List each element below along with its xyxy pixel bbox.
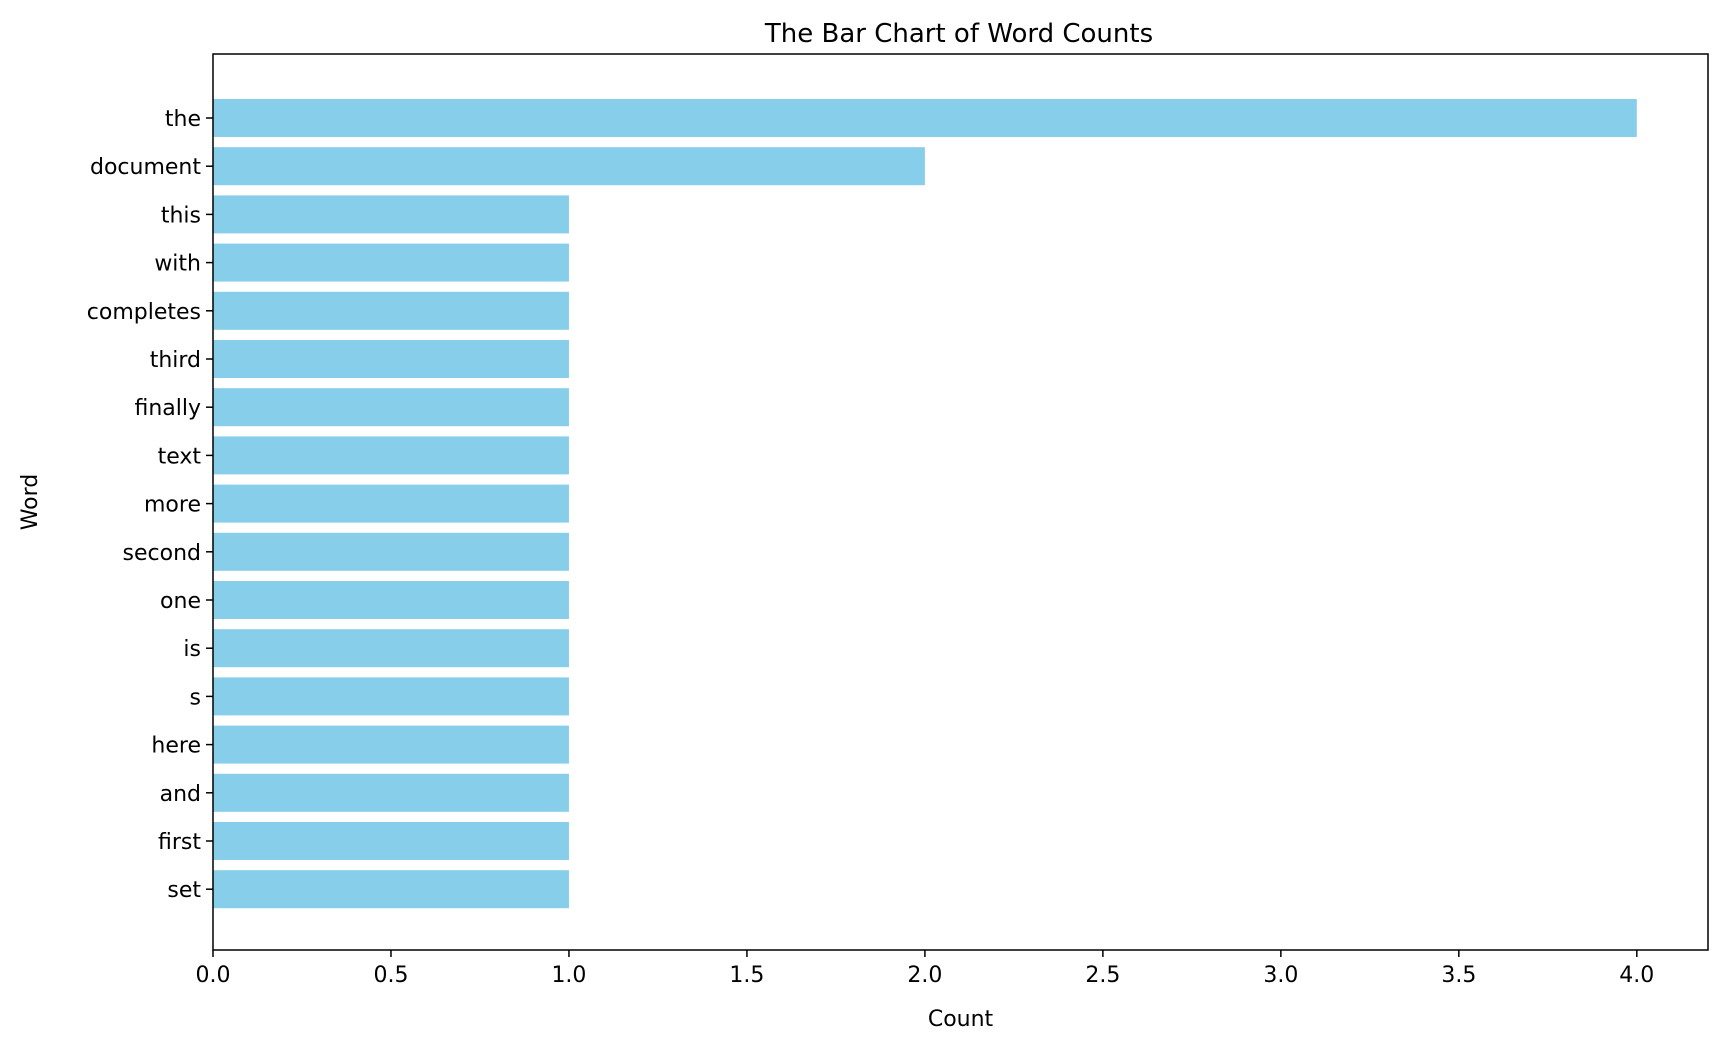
bar-completes — [213, 292, 569, 330]
x-tick-label: 2.5 — [1085, 963, 1120, 988]
y-tick-label-one: one — [160, 589, 201, 614]
x-tick-label: 0.0 — [196, 963, 231, 988]
bar-is — [213, 629, 569, 667]
y-tick-label-here: here — [151, 734, 201, 759]
bar-more — [213, 485, 569, 523]
y-tick-label-and: and — [160, 782, 201, 807]
y-tick-label-this: this — [161, 203, 201, 228]
bars-layer — [213, 99, 1637, 908]
y-tick-label-finally: finally — [134, 396, 201, 421]
x-tick-label: 2.0 — [907, 963, 942, 988]
bar-and — [213, 774, 569, 812]
y-axis-label: Word — [18, 474, 43, 531]
bar-first — [213, 822, 569, 860]
y-axis-ticks: the document this with completes third finally… — [87, 107, 213, 903]
bar-document — [213, 147, 925, 185]
x-tick-label: 0.5 — [373, 963, 408, 988]
bar-third — [213, 340, 569, 378]
y-tick-label-s: s — [190, 685, 201, 710]
bar-with — [213, 244, 569, 282]
x-tick-label: 3.0 — [1263, 963, 1298, 988]
bar-text — [213, 436, 569, 474]
y-tick-label-more: more — [144, 493, 201, 518]
x-tick-label: 4.0 — [1619, 963, 1654, 988]
y-tick-label-third: third — [150, 348, 201, 373]
bar-this — [213, 195, 569, 233]
y-tick-label-text: text — [158, 444, 202, 469]
chart-title: The Bar Chart of Word Counts — [764, 19, 1153, 49]
bar-finally — [213, 388, 569, 426]
x-tick-label: 1.0 — [551, 963, 586, 988]
y-tick-label-is: is — [183, 637, 201, 662]
x-tick-label: 1.5 — [729, 963, 764, 988]
x-tick-label: 3.5 — [1441, 963, 1476, 988]
x-axis-label: Count — [928, 1007, 994, 1032]
x-axis-ticks: 0.0 0.5 1.0 1.5 2.0 2.5 3.0 3.5 4.0 — [196, 950, 1655, 988]
y-tick-label-second: second — [123, 541, 201, 566]
y-tick-label-with: with — [154, 252, 201, 277]
bar-set — [213, 870, 569, 908]
y-tick-label-the: the — [165, 107, 201, 132]
bar-one — [213, 581, 569, 619]
bar-second — [213, 533, 569, 571]
bar-the — [213, 99, 1637, 137]
bar-s — [213, 677, 569, 715]
bar-here — [213, 726, 569, 764]
y-tick-label-document: document — [90, 155, 201, 180]
y-tick-label-completes: completes — [87, 300, 201, 325]
y-tick-label-first: first — [158, 830, 201, 855]
y-tick-label-set: set — [167, 878, 201, 903]
